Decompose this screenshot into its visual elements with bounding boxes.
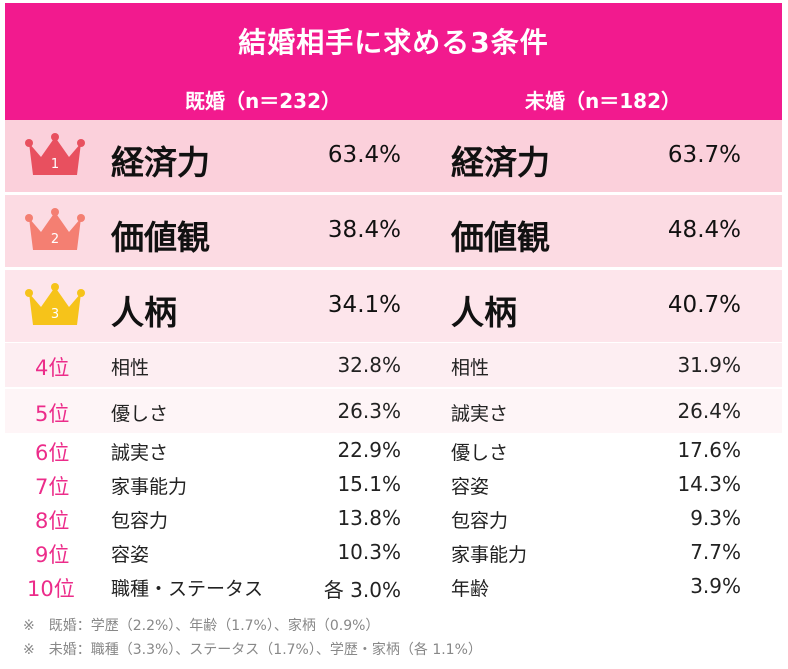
rank-label: 6位 — [35, 441, 70, 465]
rank-number: 3 — [50, 307, 60, 322]
unmarried-percent: 31.9% — [677, 352, 741, 377]
rank-label: 4位 — [35, 356, 70, 380]
rank-label: 7位 — [35, 475, 70, 499]
married-percent: 34.1% — [327, 292, 401, 318]
unmarried-percent: 3.9% — [690, 573, 741, 598]
table-row: 10位 職種・ステータス 各 3.0% 年齢 3.9% — [5, 569, 782, 603]
unmarried-item: 価値観 — [451, 218, 550, 257]
table-row: 2 価値観 38.4% 価値観 48.4% — [5, 195, 782, 267]
married-item: 優しさ — [111, 403, 169, 425]
unmarried-item: 包容力 — [451, 510, 509, 532]
unmarried-item: 家事能力 — [451, 544, 528, 566]
rank-number: 2 — [50, 232, 60, 247]
column-header-married: 既婚（n＝232） — [185, 89, 341, 113]
unmarried-percent: 14.3% — [677, 471, 741, 496]
unmarried-item: 優しさ — [451, 442, 509, 464]
married-percent: 22.9% — [337, 437, 401, 462]
ranking-card: 結婚相手に求める3条件 既婚（n＝232） 未婚（n＝182） 1 経済力 63.4… — [5, 3, 782, 658]
married-item: 経済力 — [111, 143, 210, 182]
crown-icon: 1 — [23, 131, 87, 181]
rank-label: 10位 — [27, 577, 75, 601]
unmarried-item: 年齢 — [451, 578, 490, 600]
married-percent: 10.3% — [337, 539, 401, 564]
married-item: 人柄 — [111, 293, 177, 332]
unmarried-percent: 26.4% — [677, 398, 741, 423]
married-percent: 38.4% — [327, 217, 401, 243]
unmarried-item: 人柄 — [451, 293, 517, 332]
unmarried-percent: 17.6% — [677, 437, 741, 462]
table-row: 5位 優しさ 26.3% 誠実さ 26.4% — [5, 389, 782, 433]
married-percent: 32.8% — [337, 352, 401, 377]
unmarried-percent: 9.3% — [690, 505, 741, 530]
married-item: 職種・ステータス — [111, 578, 264, 600]
crown-icon: 2 — [23, 206, 87, 256]
married-item: 相性 — [111, 357, 150, 379]
unmarried-percent: 63.7% — [667, 142, 741, 168]
table-row: 6位 誠実さ 22.9% 優しさ 17.6% — [5, 433, 782, 467]
married-item: 価値観 — [111, 218, 210, 257]
table-row: 4位 相性 32.8% 相性 31.9% — [5, 343, 782, 387]
table-row: 9位 容姿 10.3% 家事能力 7.7% — [5, 535, 782, 569]
married-item: 容姿 — [111, 544, 150, 566]
married-percent: 各 3.0% — [323, 577, 401, 602]
married-percent: 63.4% — [327, 142, 401, 168]
footnote-married: ※ 既婚：学歴（2.2%）、年齢（1.7%）、家柄（0.9%） — [23, 618, 380, 634]
unmarried-percent: 40.7% — [667, 292, 741, 318]
married-item: 誠実さ — [111, 442, 169, 464]
unmarried-item: 経済力 — [451, 143, 550, 182]
married-percent: 15.1% — [337, 471, 401, 496]
unmarried-item: 相性 — [451, 357, 490, 379]
unmarried-percent: 7.7% — [690, 539, 741, 564]
rank-label: 8位 — [35, 509, 70, 533]
unmarried-item: 容姿 — [451, 476, 490, 498]
rank-number: 1 — [50, 157, 60, 172]
table-row: 7位 家事能力 15.1% 容姿 14.3% — [5, 467, 782, 501]
rank-label: 9位 — [35, 543, 70, 567]
table-row: 8位 包容力 13.8% 包容力 9.3% — [5, 501, 782, 535]
table-row: 1 経済力 63.4% 経済力 63.7% — [5, 120, 782, 192]
rank-label: 5位 — [35, 402, 70, 426]
unmarried-item: 誠実さ — [451, 403, 509, 425]
column-header-unmarried: 未婚（n＝182） — [525, 89, 681, 113]
married-item: 包容力 — [111, 510, 169, 532]
crown-icon: 3 — [23, 281, 87, 331]
unmarried-percent: 48.4% — [667, 217, 741, 243]
footnote-unmarried: ※ 未婚：職種（3.3%）、ステータス（1.7%）、学歴・家柄（各 1.1%） — [23, 642, 482, 658]
chart-title: 結婚相手に求める3条件 — [238, 26, 549, 59]
married-percent: 13.8% — [337, 505, 401, 530]
header-band: 結婚相手に求める3条件 既婚（n＝232） 未婚（n＝182） — [5, 3, 782, 120]
married-percent: 26.3% — [337, 398, 401, 423]
married-item: 家事能力 — [111, 476, 188, 498]
table-row: 3 人柄 34.1% 人柄 40.7% — [5, 270, 782, 342]
